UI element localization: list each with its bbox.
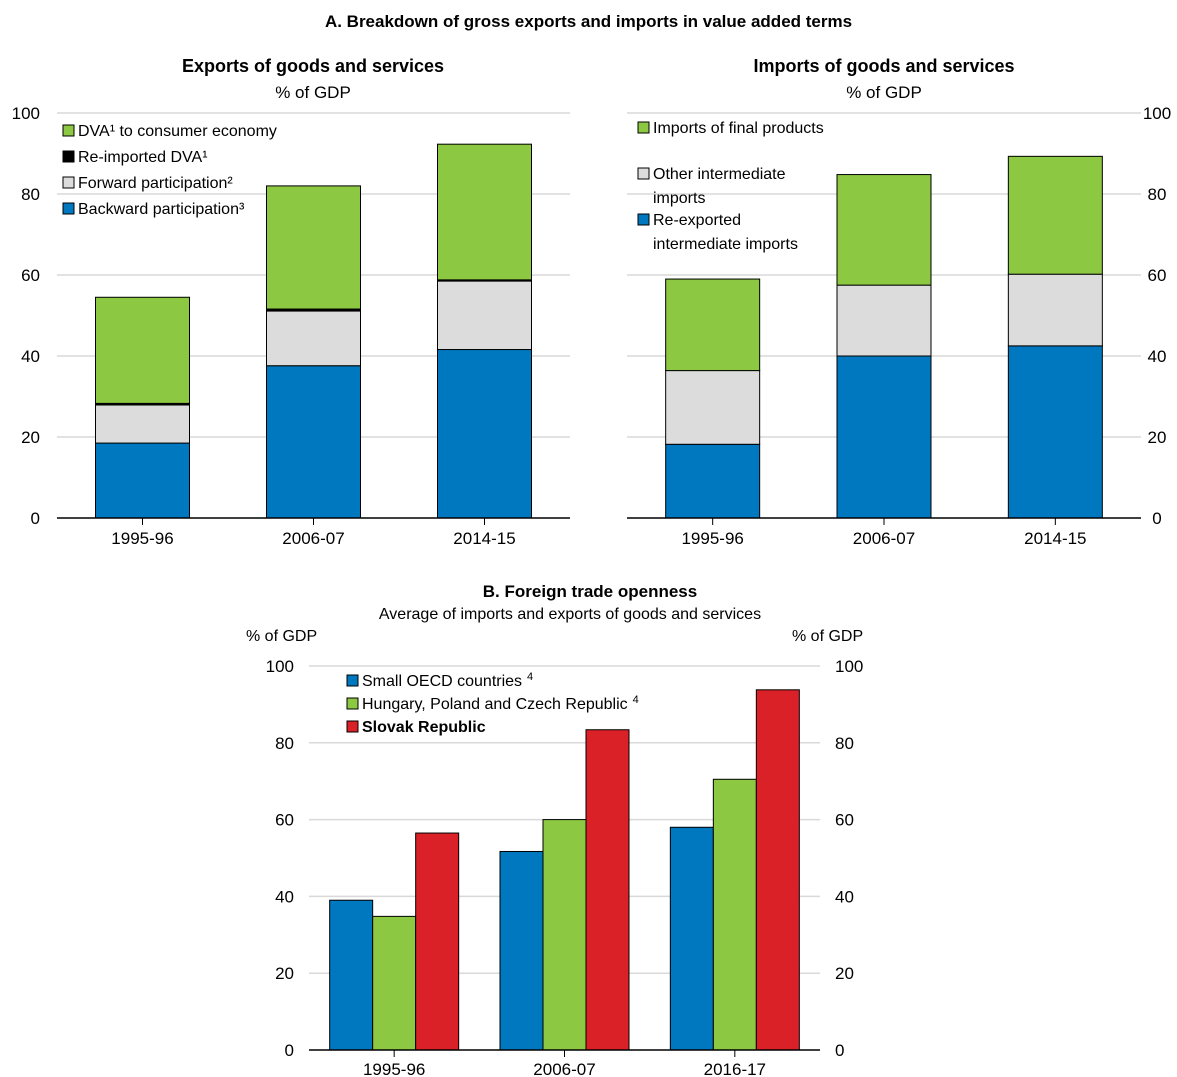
exports-bar-segment xyxy=(437,349,532,519)
exports-category-label: 2014-15 xyxy=(453,529,515,548)
section-b-subtitle: Average of imports and exports of goods … xyxy=(378,606,762,623)
openness-bar xyxy=(712,778,757,1051)
imports-category-label: 2006-07 xyxy=(853,529,915,548)
imports-chart-title: Imports of goods and services xyxy=(753,56,1015,76)
imports-category-label: 1995-96 xyxy=(681,529,743,548)
imports-legend-label: Other intermediate imports xyxy=(653,166,786,207)
openness-bar xyxy=(755,689,800,1051)
exports-legend-swatch xyxy=(62,150,75,163)
openness-legend-swatch xyxy=(346,697,359,710)
openness-ytick-label-left: 40 xyxy=(275,887,294,906)
exports-bar-segment xyxy=(266,185,361,310)
openness-legend-swatch xyxy=(346,720,359,733)
imports-legend-swatch xyxy=(637,167,650,180)
imports-bar-segment xyxy=(836,284,932,357)
exports-category-label: 1995-96 xyxy=(111,529,173,548)
imports-ytick-label: 100 xyxy=(1143,104,1171,123)
exports-ytick-label: 20 xyxy=(21,428,40,447)
openness-ytick-label-right: 80 xyxy=(835,734,854,753)
imports-bar-segment xyxy=(836,174,932,286)
openness-category-label: 1995-96 xyxy=(363,1060,425,1077)
exports-legend-swatch xyxy=(62,124,75,137)
openness-bar xyxy=(415,832,460,1051)
exports-bar-segment xyxy=(437,280,532,351)
openness-ytick-label-right: 60 xyxy=(835,811,854,830)
imports-ytick-label: 0 xyxy=(1152,509,1161,528)
imports-bar-segment xyxy=(1007,155,1103,275)
openness-ytick-label-left: 80 xyxy=(275,734,294,753)
exports-bar-segment xyxy=(266,310,361,367)
exports-ytick-label: 60 xyxy=(21,266,40,285)
openness-legend-label: Slovak Republic xyxy=(362,719,486,736)
exports-ytick-label: 0 xyxy=(31,509,40,528)
openness-legend-label: Hungary, Poland and Czech Republic 4 xyxy=(362,694,639,713)
exports-bar-segment xyxy=(266,365,361,519)
openness-bar xyxy=(372,915,417,1051)
imports-chart-subtitle: % of GDP xyxy=(846,83,922,102)
exports-chart-subtitle: % of GDP xyxy=(275,83,351,102)
openness-bar xyxy=(542,819,587,1051)
openness-bar xyxy=(499,850,544,1051)
exports-chart-title: Exports of goods and services xyxy=(181,56,445,76)
exports-legend-label: Re-imported DVA¹ xyxy=(78,149,208,166)
imports-category-label: 2014-15 xyxy=(1024,529,1086,548)
openness-legend-label: Small OECD countries 4 xyxy=(362,671,533,690)
exports-bar-segment xyxy=(95,404,190,444)
imports-legend-swatch xyxy=(637,213,650,226)
imports-bar-segment xyxy=(836,355,932,519)
openness-ytick-label-left: 100 xyxy=(266,657,294,676)
imports-bar-segment xyxy=(665,370,761,445)
imports-bar-segment xyxy=(1007,273,1103,347)
exports-legend-swatch xyxy=(62,202,75,215)
openness-ytick-label-right: 0 xyxy=(835,1041,844,1060)
openness-bar xyxy=(329,899,374,1051)
openness-legend-swatch xyxy=(346,674,359,687)
exports-bar-segment xyxy=(437,143,532,281)
exports-ytick-label: 80 xyxy=(21,185,40,204)
imports-ytick-label: 80 xyxy=(1148,185,1167,204)
openness-ytick-label-left: 20 xyxy=(275,964,294,983)
imports-bar-segment xyxy=(665,443,761,519)
imports-legend-swatch xyxy=(637,121,650,134)
imports-bar-segment xyxy=(1007,345,1103,519)
section-a-title: A. Breakdown of gross exports and import… xyxy=(324,12,853,31)
imports-bar-segment xyxy=(665,278,761,372)
openness-bar xyxy=(669,826,714,1051)
exports-bar-segment xyxy=(95,296,190,404)
openness-ytick-label-left: 60 xyxy=(275,811,294,830)
openness-category-label: 2016-17 xyxy=(704,1060,766,1077)
exports-bar-segment xyxy=(95,442,190,519)
exports-legend-label: DVA¹ to consumer economy xyxy=(78,123,277,140)
exports-ytick-label: 100 xyxy=(12,104,40,123)
openness-ytick-label-right: 100 xyxy=(835,657,863,676)
imports-legend-label: Re-exported intermediate imports xyxy=(653,212,798,253)
imports-ytick-label: 40 xyxy=(1148,347,1167,366)
openness-category-label: 2006-07 xyxy=(533,1060,595,1077)
imports-legend-label: Imports of final products xyxy=(653,120,824,137)
openness-ytick-label-left: 0 xyxy=(285,1041,294,1060)
imports-ytick-label: 60 xyxy=(1148,266,1167,285)
openness-left-axis-label: % of GDP xyxy=(246,628,318,645)
exports-legend-label: Forward participation² xyxy=(78,175,233,192)
openness-ytick-label-right: 20 xyxy=(835,964,854,983)
openness-bar xyxy=(585,729,630,1051)
exports-category-label: 2006-07 xyxy=(282,529,344,548)
openness-right-axis-label: % of GDP xyxy=(792,628,864,645)
section-b-title: B. Foreign trade openness xyxy=(482,582,698,601)
openness-ytick-label-right: 40 xyxy=(835,887,854,906)
imports-ytick-label: 20 xyxy=(1148,428,1167,447)
exports-legend-swatch xyxy=(62,176,75,189)
exports-legend-label: Backward participation³ xyxy=(78,201,245,218)
exports-ytick-label: 40 xyxy=(21,347,40,366)
